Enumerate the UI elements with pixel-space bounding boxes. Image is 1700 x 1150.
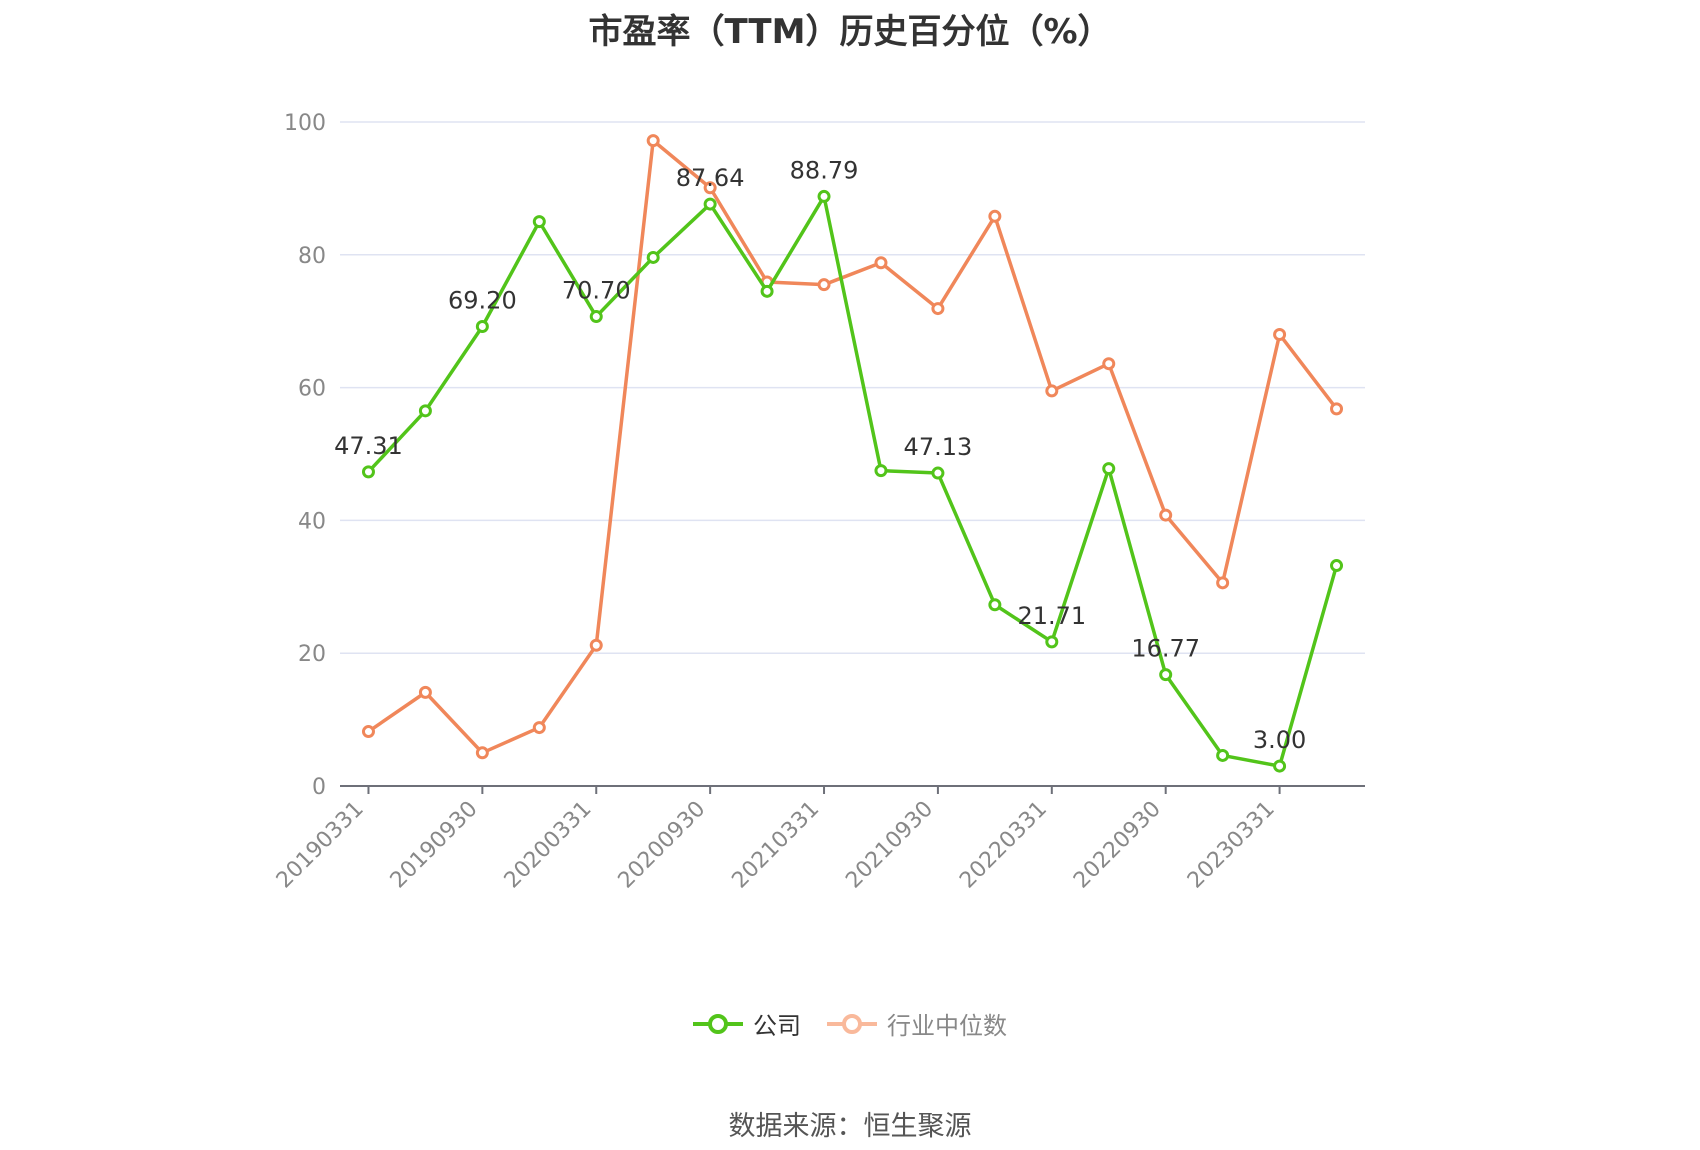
data-label: 47.13 [904,433,973,461]
data-point-industry [1330,402,1344,416]
data-point-industry [418,685,432,699]
legend-item-company[interactable]: 公司 [693,1006,801,1041]
legend-industry-label: 行业中位数 [887,1012,1007,1040]
data-point-industry [703,181,717,195]
data-point-company [1273,759,1287,773]
x-tick-label: 20190930 [386,797,483,894]
data-label: 69.20 [448,287,517,315]
data-label: 70.70 [562,277,631,305]
data-label: 87.64 [676,164,745,192]
data-point-industry [817,278,831,292]
series-lines [361,134,1344,773]
legend-item-industry[interactable]: 行业中位数 [827,1006,1007,1041]
line-chart: 0 20 40 60 80 100 20190331 20190930 20200331 2020… [272,111,1365,893]
axes: 0 20 40 60 80 100 20190331 20190930 20200331 2020… [272,111,1365,893]
data-point-company [1330,559,1344,573]
data-point-industry [1045,384,1059,398]
legend: 公司 行业中位数 [0,1006,1700,1041]
y-tick-label: 40 [298,509,326,534]
data-point-industry [874,256,888,270]
data-point-company [646,250,660,264]
data-point-company [418,404,432,418]
legend-industry-line-icon [827,1013,877,1034]
data-point-industry [988,209,1002,223]
data-point-industry [931,302,945,316]
x-tick-label: 20210331 [727,797,824,894]
legend-company-label: 公司 [753,1012,801,1040]
data-point-company [703,197,717,211]
data-label: 47.31 [334,432,403,460]
data-label: 16.77 [1131,635,1200,663]
x-tick-label: 20220331 [955,797,1052,894]
data-point-company [817,189,831,203]
data-point-industry [532,721,546,735]
series-line-industry [367,138,1338,755]
data-point-company [475,320,489,334]
data-point-industry [1216,576,1230,590]
data-point-company [361,465,375,479]
x-tick-label: 20190331 [272,797,369,894]
y-tick-label: 80 [298,244,326,269]
x-tick-label: 20200331 [500,797,597,894]
data-source-note: 数据来源：恒生聚源 [728,1111,972,1142]
data-point-company [1159,668,1173,682]
data-point-company [1045,635,1059,649]
legend-company-line-icon [693,1013,743,1034]
data-point-industry [361,725,375,739]
x-tick-label: 20230331 [1183,797,1280,894]
data-label: 21.71 [1017,602,1086,630]
data-point-company [532,215,546,229]
data-point-industry [1273,327,1287,341]
data-point-company [760,284,774,298]
data-point-industry [589,638,603,652]
data-point-company [988,598,1002,612]
data-label: 3.00 [1253,726,1306,754]
data-label: 88.79 [790,156,859,184]
x-tick-label: 20210930 [841,797,938,894]
data-point-company [874,464,888,478]
y-tick-label: 20 [298,642,326,667]
y-tick-label: 60 [298,377,326,402]
grid-lines [340,121,1365,654]
data-labels: 47.31 69.20 70.70 87.64 88.79 47.13 21.71 16.77… [334,156,1306,754]
data-point-industry [475,746,489,760]
series-line-company [367,194,1339,768]
data-point-company [931,466,945,480]
y-tick-label: 100 [284,111,326,136]
chart-title: 市盈率（TTM）历史百分位（%） [588,12,1112,52]
data-point-industry [646,134,660,148]
data-point-company [1216,748,1230,762]
data-point-company [589,310,603,324]
x-tick-label: 20200930 [614,797,711,894]
x-tick-label: 20220930 [1069,797,1166,894]
data-point-industry [1159,508,1173,522]
data-point-company [1102,462,1116,476]
y-tick-label: 0 [312,775,326,800]
data-point-industry [1102,357,1116,371]
